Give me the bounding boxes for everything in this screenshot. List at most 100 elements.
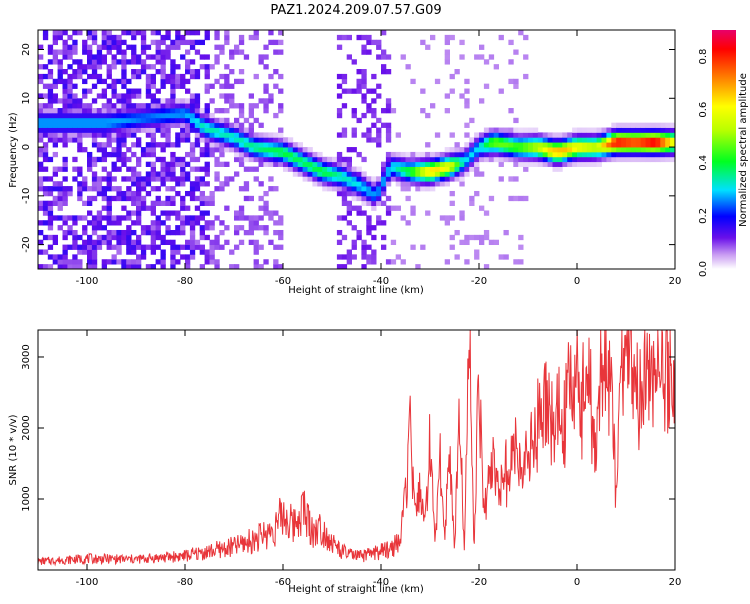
heatmap-cell <box>263 44 269 50</box>
heatmap-cell <box>82 39 88 46</box>
heatmap-cell <box>532 137 539 143</box>
heatmap-cell <box>312 166 318 172</box>
heatmap-cell <box>469 137 475 143</box>
heatmap-cell <box>126 195 132 202</box>
heatmap-cell <box>87 117 93 124</box>
heatmap-cell <box>410 244 416 250</box>
heatmap-cell <box>116 190 122 197</box>
heatmap-cell <box>234 244 240 250</box>
heatmap-cell <box>91 264 98 270</box>
heatmap-cell <box>410 156 416 163</box>
heatmap-cell <box>317 171 323 177</box>
heatmap-cell <box>258 156 264 163</box>
heatmap-cell <box>464 259 470 265</box>
heatmap-cell <box>77 30 83 36</box>
heatmap-cell <box>204 127 210 133</box>
heatmap-cell <box>185 112 191 119</box>
heatmap-cell <box>116 112 122 119</box>
heatmap-cell <box>165 78 171 85</box>
heatmap-cell <box>189 234 196 241</box>
heatmap-cell <box>140 117 147 124</box>
heatmap-cell <box>62 93 68 99</box>
heatmap-cell <box>219 108 225 114</box>
heatmap-cell <box>464 142 470 148</box>
heatmap-cell <box>464 156 470 163</box>
heatmap-cell <box>630 151 637 158</box>
heatmap-cell <box>47 108 54 114</box>
y-tick-label: -20 <box>21 236 32 252</box>
heatmap-cell <box>175 215 181 221</box>
heatmap-cell <box>278 30 284 36</box>
heatmap-cell <box>366 103 372 109</box>
heatmap-cell <box>356 229 362 236</box>
heatmap-cell <box>214 59 220 65</box>
heatmap-cell <box>503 137 509 143</box>
heatmap-cell <box>356 210 362 216</box>
heatmap-cell <box>366 259 372 265</box>
heatmap-cell <box>87 30 93 36</box>
heatmap-cell <box>111 161 117 167</box>
heatmap-cell <box>42 30 49 36</box>
heatmap-cell <box>273 83 279 89</box>
heatmap-cell <box>238 108 245 114</box>
heatmap-cell <box>518 137 524 143</box>
heatmap-cell <box>116 156 122 163</box>
heatmap-cell <box>116 122 122 128</box>
heatmap-cell <box>287 142 294 148</box>
heatmap-cell <box>204 151 210 158</box>
x-tick-label: 20 <box>669 577 682 588</box>
heatmap-cell <box>170 171 176 177</box>
heatmap-cell <box>513 117 519 124</box>
heatmap-cell <box>508 39 514 46</box>
heatmap-cell <box>121 64 127 70</box>
heatmap-cell <box>557 132 563 138</box>
heatmap-cell <box>136 254 142 260</box>
heatmap-cell <box>131 49 137 55</box>
heatmap-cell <box>165 195 171 202</box>
heatmap-cell <box>243 181 250 187</box>
heatmap-cell <box>199 108 205 114</box>
heatmap-cell <box>351 186 357 192</box>
heatmap-cell <box>302 147 308 153</box>
heatmap-cell <box>175 30 181 36</box>
heatmap-cell <box>131 117 137 124</box>
heatmap-cell <box>591 127 597 133</box>
heatmap-cell <box>532 147 539 153</box>
heatmap-cell <box>57 225 63 231</box>
heatmap-cell <box>131 239 137 246</box>
heatmap-cell <box>268 30 274 36</box>
heatmap-cell <box>371 108 377 114</box>
heatmap-cell <box>214 176 220 182</box>
heatmap-cell <box>371 88 377 94</box>
heatmap-cell <box>204 234 210 241</box>
heatmap-cell <box>224 239 230 246</box>
heatmap-cell <box>155 156 161 163</box>
heatmap-cell <box>145 83 152 89</box>
heatmap-cell <box>498 156 504 163</box>
heatmap-cell <box>410 210 416 216</box>
heatmap-cell <box>160 98 166 104</box>
heatmap-cell <box>131 171 137 177</box>
heatmap-cell <box>82 127 88 133</box>
heatmap-cell <box>194 195 201 202</box>
heatmap-cell <box>214 108 220 114</box>
heatmap-cell <box>645 122 651 128</box>
heatmap-cell <box>430 156 436 163</box>
heatmap-cell <box>131 142 137 148</box>
heatmap-cell <box>42 156 49 163</box>
heatmap-cell <box>238 156 245 163</box>
heatmap-cell <box>577 147 583 153</box>
heatmap-cell <box>170 200 176 206</box>
heatmap-cell <box>165 127 171 133</box>
heatmap-cell <box>126 59 132 65</box>
heatmap-cell <box>121 190 127 197</box>
heatmap-cell <box>170 239 176 246</box>
heatmap-cell <box>180 200 186 206</box>
heatmap-cell <box>165 229 171 236</box>
heatmap-cell <box>87 88 93 94</box>
heatmap-cell <box>150 64 156 70</box>
heatmap-cell <box>165 142 171 148</box>
heatmap-cell <box>523 127 529 133</box>
heatmap-cell <box>488 142 495 148</box>
heatmap-cell <box>336 239 343 246</box>
